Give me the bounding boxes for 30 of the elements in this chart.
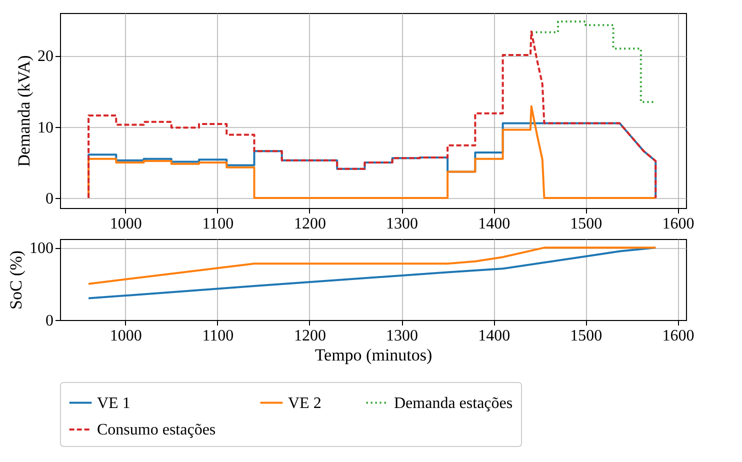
line-series — [88, 246, 657, 285]
x-tick-label: 1000 — [110, 216, 142, 232]
y-axis-title: SoC (%) — [6, 250, 26, 310]
x-tick-label: 1600 — [662, 216, 694, 232]
y-axis-title: Demanda (kVA) — [14, 55, 34, 167]
legend-label: Consumo estações — [97, 422, 216, 438]
legend-label: Demanda estações — [394, 394, 513, 412]
y-tick-label: 100 — [30, 240, 54, 258]
x-tick-label: 1100 — [202, 328, 234, 344]
x-tick-label: 1200 — [294, 328, 326, 344]
x-tick-label: 1500 — [570, 216, 602, 232]
y-tick-label: 0 — [46, 190, 54, 208]
x-tick-label: 1300 — [386, 216, 418, 232]
line-series — [88, 105, 657, 200]
legend-label: VE 1 — [97, 394, 130, 412]
x-tick-label: 1400 — [478, 216, 510, 232]
legend-label: VE 2 — [288, 394, 322, 412]
x-tick-label: 1000 — [110, 328, 142, 344]
x-tick-label: 1400 — [478, 328, 510, 344]
y-tick-label: 0 — [46, 312, 54, 330]
x-tick-label: 1100 — [202, 216, 234, 232]
x-axis-title: Tempo (minutos) — [314, 346, 432, 364]
line-series — [88, 246, 657, 300]
line-series — [88, 30, 657, 200]
x-tick-label: 1500 — [570, 328, 602, 344]
y-tick-label: 10 — [38, 119, 54, 136]
x-tick-label: 1300 — [386, 328, 418, 344]
y-tick-label: 20 — [38, 48, 54, 66]
x-tick-label: 1600 — [662, 328, 694, 344]
x-tick-label: 1200 — [294, 216, 326, 232]
